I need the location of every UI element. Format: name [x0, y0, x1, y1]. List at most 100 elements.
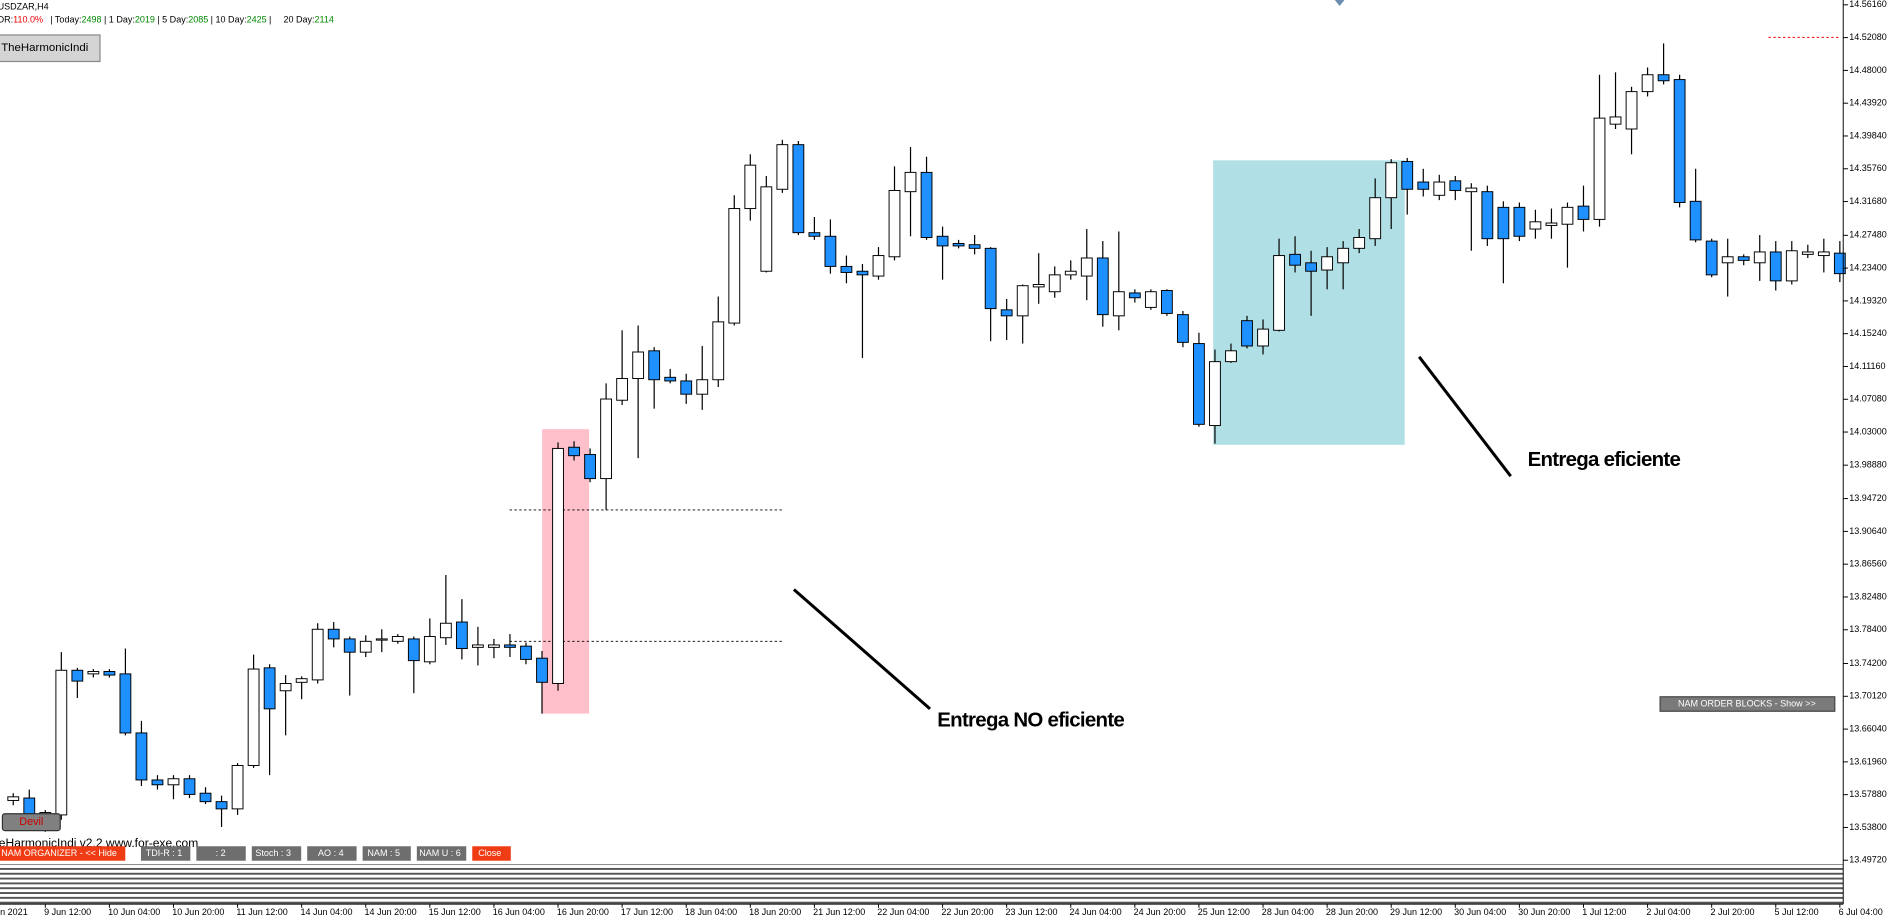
candle-body [1593, 117, 1606, 220]
candle-body [680, 380, 693, 395]
y-tick-label: 13.86560 [1849, 559, 1887, 569]
y-tick-label: 13.53800 [1849, 822, 1887, 832]
candle-body [904, 171, 917, 193]
y-tick-label: 14.39840 [1849, 130, 1887, 140]
y-tick-label: 13.90640 [1849, 526, 1887, 536]
x-tick-label: 30 Jun 04:00 [1454, 907, 1506, 917]
x-tick-label: 18 Jun 04:00 [685, 907, 737, 917]
x-tick-label: 28 Jun 04:00 [1262, 907, 1314, 917]
button-label: Stoch : 3 [255, 848, 291, 858]
y-tick-label: 13.57880 [1849, 789, 1887, 799]
candle-body [1353, 237, 1366, 249]
x-tick-label: n 2021 [0, 907, 28, 917]
candle-body [712, 321, 725, 381]
candle-body [215, 801, 228, 810]
x-tick-label: 15 Jun 12:00 [429, 907, 481, 917]
stat: DR: [0, 15, 13, 25]
candle-body [776, 144, 789, 190]
candle-body [1064, 270, 1077, 276]
button-bg [196, 846, 246, 861]
indicator-button[interactable]: TheHarmonicIndi [0, 34, 101, 63]
candle-body [87, 670, 100, 675]
order-blocks-button[interactable]: NAM ORDER BLOCKS - Show >> [1659, 696, 1836, 712]
button[interactable]: Close [472, 846, 511, 861]
stat-value: 2114 [315, 15, 334, 25]
candle-body [1721, 256, 1734, 264]
candle-body [1657, 74, 1670, 82]
bottom-buttons: NAM ORGANIZER - << Hide TDI-R : 1 : 2 St… [0, 846, 511, 861]
x-tick-label: 5 Jul 12:00 [1775, 907, 1819, 917]
candle-body [696, 379, 709, 395]
x-tick-label: 10 Jun 20:00 [172, 907, 224, 917]
x-tick-label: 23 Jun 12:00 [1005, 907, 1057, 917]
x-tick-label: 21 Jun 12:00 [813, 907, 865, 917]
candle-body [279, 683, 292, 692]
candle-body [1833, 252, 1846, 275]
candle-body [600, 398, 612, 480]
button[interactable]: TDI-R : 1 [140, 846, 191, 861]
candle-body [552, 447, 564, 684]
button[interactable]: NAM : 5 [362, 846, 411, 861]
annotation-line [1417, 355, 1512, 478]
candle-body [7, 796, 20, 801]
x-tick-label: 17 Jun 12:00 [621, 907, 673, 917]
candle-body [1273, 255, 1285, 331]
candle-body [423, 636, 436, 663]
candle-body [1801, 251, 1814, 255]
x-tick-label: 18 Jun 20:00 [749, 907, 801, 917]
y-tick-label: 14.52080 [1849, 32, 1887, 42]
candle-body [1689, 200, 1702, 241]
y-tick-label: 13.82480 [1849, 591, 1887, 601]
x-tick-label: 2 Jul 20:00 [1710, 907, 1754, 917]
candle-body [920, 171, 933, 238]
y-tick-label: 14.35760 [1849, 163, 1887, 173]
button[interactable]: NAM ORGANIZER - << Hide [0, 846, 126, 861]
devil-button[interactable]: Devil [1, 813, 61, 832]
x-tick-label: 14 Jun 20:00 [365, 907, 417, 917]
candle-body [1032, 284, 1045, 288]
stats: DR:110.0% | Today:2498| 1 Day:2019| 5 Day… [0, 15, 334, 25]
button-bg [0, 34, 101, 63]
candle-body [888, 189, 901, 258]
x-tick-label: 24 Jun 04:00 [1070, 907, 1122, 917]
stat: 20 Day: [283, 15, 314, 25]
x-tick-label: 2 Jul 04:00 [1646, 907, 1690, 917]
candle-body [247, 668, 260, 766]
candle-body [1769, 251, 1782, 282]
candle-body [936, 235, 949, 247]
x-tick-label: 9 Jun 12:00 [44, 907, 91, 917]
button-label: TDI-R : 1 [146, 848, 183, 858]
marker [1334, 0, 1345, 7]
stat: | Today: [50, 15, 81, 25]
y-tick-label: 13.94720 [1849, 493, 1887, 503]
candle-body [1625, 91, 1638, 130]
y-tick-label: 14.31680 [1849, 196, 1887, 206]
candle-body [167, 778, 180, 786]
candle-body [536, 657, 548, 683]
candle-body [1737, 256, 1750, 261]
button[interactable]: AO : 4 [307, 846, 357, 861]
candle-body [327, 628, 340, 640]
candle-body [343, 638, 356, 653]
button[interactable]: : 2 [196, 846, 246, 861]
candle-body [472, 644, 484, 648]
candle-body [183, 778, 196, 795]
button-bg [472, 846, 511, 861]
candle-body [391, 636, 404, 642]
y-tick-label: 14.56160 [1849, 0, 1887, 9]
candle-body [1577, 205, 1590, 220]
button-label: AO : 4 [318, 848, 344, 858]
stat-value: 2085 [188, 15, 208, 25]
candle-body [616, 378, 629, 401]
annotation-lines [792, 355, 1512, 710]
y-tick-label: 14.48000 [1849, 65, 1887, 75]
button[interactable]: Stoch : 3 [251, 846, 302, 861]
candle-body [1513, 206, 1526, 237]
button-label: NAM ORGANIZER - << Hide [1, 848, 117, 858]
button[interactable]: NAM U : 6 [416, 846, 467, 861]
y-tick-label: 14.43920 [1849, 98, 1887, 108]
candle-body [808, 232, 821, 237]
candle-body [1048, 274, 1061, 293]
button-bg [416, 846, 467, 861]
candle-body [135, 732, 148, 781]
